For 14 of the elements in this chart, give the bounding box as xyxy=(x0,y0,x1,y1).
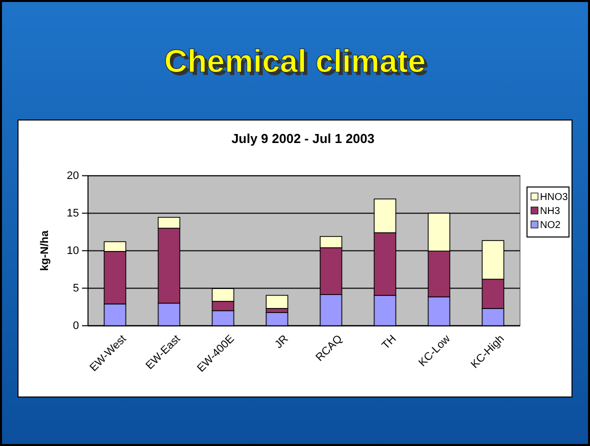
y-axis-title: kg-N/ha xyxy=(39,230,51,271)
x-tick-label: JR xyxy=(272,332,291,351)
y-tick-label: 20 xyxy=(66,170,79,182)
legend-label: NO2 xyxy=(540,220,561,231)
y-tick-label: 0 xyxy=(72,320,79,332)
y-tick-label: 5 xyxy=(72,282,79,295)
y-tick-label: 15 xyxy=(66,208,79,220)
chart-title: Chemical climate xyxy=(167,46,429,82)
y-tick-label: 10 xyxy=(66,245,79,258)
legend-label: HNO3 xyxy=(540,192,568,203)
bar xyxy=(266,294,288,309)
x-tick-label: TH xyxy=(380,332,399,352)
chart-subtitle: July 9 2002 - Jul 1 2003 xyxy=(231,131,375,146)
legend-label: NH3 xyxy=(540,206,560,217)
